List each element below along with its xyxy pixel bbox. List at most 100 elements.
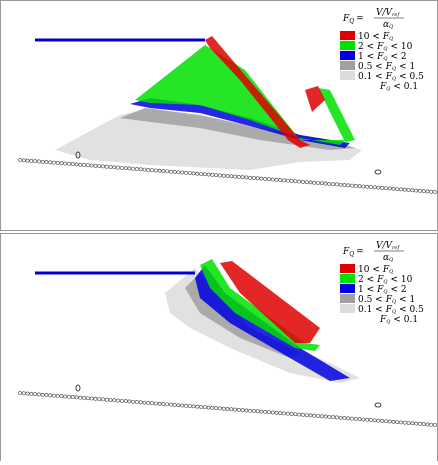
legend-part: Q xyxy=(386,319,390,325)
formula-sub: Q xyxy=(349,251,354,258)
formula-eq: = xyxy=(356,247,364,257)
legend-part: < 10 xyxy=(391,42,413,52)
formula: FQ = xyxy=(342,247,364,258)
base-particle xyxy=(233,407,237,412)
denominator-sub: Q xyxy=(389,257,393,263)
legend-swatch xyxy=(340,274,355,283)
base-particle xyxy=(138,167,143,172)
base-particle xyxy=(255,176,260,181)
formula-denominator: αQ xyxy=(383,20,393,30)
legend-part: Q xyxy=(383,56,387,62)
base-particle xyxy=(312,180,317,185)
legend-part: Q xyxy=(392,76,396,82)
base-particle xyxy=(414,421,419,426)
base-particle xyxy=(184,170,188,175)
base-particle xyxy=(350,183,354,188)
base-particle xyxy=(82,396,87,400)
base-particle xyxy=(112,165,117,170)
base-particle xyxy=(119,165,124,170)
base-particle xyxy=(357,417,362,422)
legend-part: F xyxy=(382,32,390,42)
base-particle xyxy=(131,399,136,404)
base-particle xyxy=(395,187,400,191)
base-particle xyxy=(123,399,128,404)
base-particle xyxy=(372,418,377,423)
base-particle xyxy=(342,183,347,187)
base-particle xyxy=(180,170,185,175)
base-particle xyxy=(301,412,305,417)
base-particle xyxy=(297,412,302,417)
legend-part: 2 < xyxy=(358,42,374,52)
base-particle xyxy=(323,414,328,419)
base-particle xyxy=(150,401,154,406)
base-particle xyxy=(25,158,30,163)
base-particle xyxy=(357,184,362,189)
base-particle xyxy=(119,398,124,403)
formula: FQ = xyxy=(342,14,364,25)
particle xyxy=(75,384,81,392)
base-particle xyxy=(97,164,102,169)
base-particle xyxy=(40,159,45,164)
legend-swatch xyxy=(340,264,355,273)
base-particle xyxy=(169,402,173,407)
base-particle xyxy=(402,420,407,425)
base-particle xyxy=(21,391,26,396)
denominator-sub: Q xyxy=(389,24,393,30)
base-particle xyxy=(289,179,294,183)
base-particle xyxy=(327,414,332,419)
base-particle xyxy=(244,175,249,180)
base-particle xyxy=(274,177,279,182)
base-particle xyxy=(418,188,422,193)
denominator: α xyxy=(383,253,389,263)
base-particle xyxy=(376,185,381,190)
legend-label: 0.5 < FQ < 1 xyxy=(358,62,415,72)
base-particle xyxy=(97,397,102,402)
legend-part: F xyxy=(382,265,390,275)
base-particle xyxy=(433,190,437,194)
legend-label: 1 < FQ < 2 xyxy=(358,285,407,295)
base-particle xyxy=(89,396,94,401)
base-particle xyxy=(48,393,53,398)
legend-label: 0.1 < FQ < 0.5 xyxy=(358,305,424,315)
base-particle xyxy=(240,175,245,180)
legend-part: Q xyxy=(386,86,390,92)
base-particle xyxy=(146,400,151,405)
legend-swatch xyxy=(340,294,355,303)
base-particle xyxy=(285,178,290,183)
base-particle xyxy=(55,161,60,165)
base-particle xyxy=(248,175,253,180)
base-particle xyxy=(191,404,196,409)
base-particle xyxy=(225,174,230,178)
base-particle xyxy=(308,180,313,185)
base-particle xyxy=(29,158,34,163)
base-particle xyxy=(391,186,396,191)
base-particle xyxy=(195,404,200,409)
base-particle xyxy=(214,173,219,178)
base-particle xyxy=(44,160,49,164)
base-particle xyxy=(104,164,109,169)
formula-var: F xyxy=(342,247,350,257)
base-particle xyxy=(285,411,290,416)
base-particle xyxy=(331,415,336,420)
base-particle xyxy=(108,165,113,169)
base-particle xyxy=(135,400,139,404)
legend-part: F xyxy=(379,315,387,325)
base-particle xyxy=(112,398,117,403)
base-particle xyxy=(21,158,26,163)
base-particle xyxy=(135,167,139,171)
legend-part: F xyxy=(376,285,384,295)
base-particle xyxy=(176,403,181,408)
base-particle xyxy=(93,396,98,401)
base-particle xyxy=(342,416,347,420)
base-particle xyxy=(274,410,279,415)
base-particle xyxy=(63,394,68,399)
base-particle xyxy=(402,187,407,192)
base-particle xyxy=(172,170,177,174)
base-particle xyxy=(48,160,53,165)
base-particle xyxy=(335,415,339,420)
base-particle xyxy=(36,159,41,164)
legend-swatch xyxy=(340,284,355,293)
base-particle xyxy=(368,418,373,422)
base-particle xyxy=(199,172,203,176)
